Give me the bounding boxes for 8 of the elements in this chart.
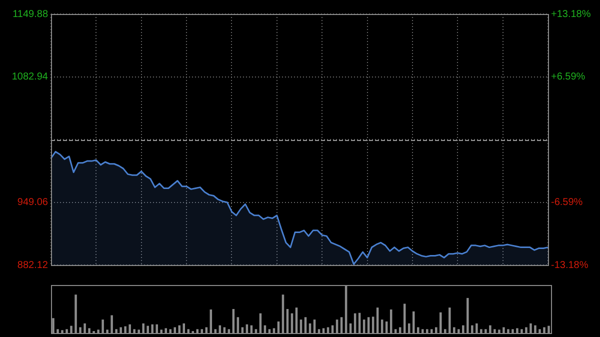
y2-tick-label: -13.18% bbox=[551, 260, 588, 271]
y2-tick-label: +13.18% bbox=[551, 8, 591, 20]
y2-tick-label: +6.59% bbox=[551, 72, 586, 82]
y-tick-label: 1082.94 bbox=[12, 72, 48, 82]
y-tick-label: 949.06 bbox=[17, 197, 48, 208]
y-tick-label: 882.12 bbox=[17, 260, 48, 271]
y2-tick-label: -6.59% bbox=[551, 197, 583, 208]
y-tick-label: 1149.88 bbox=[12, 8, 48, 20]
